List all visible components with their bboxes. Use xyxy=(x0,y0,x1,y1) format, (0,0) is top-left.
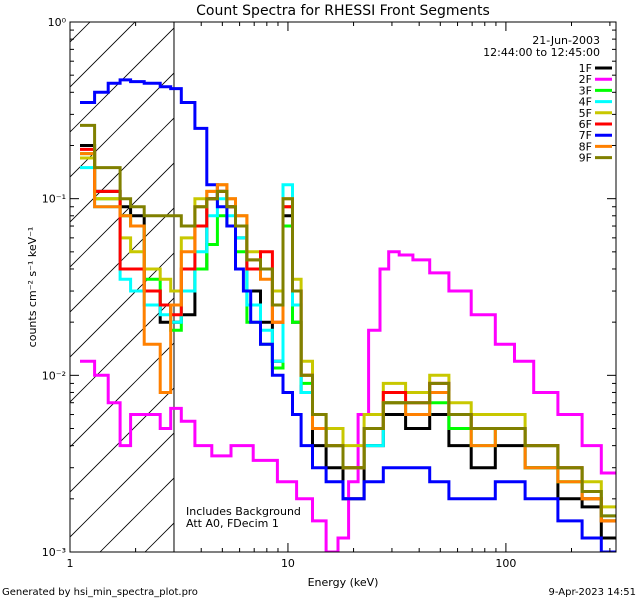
legend-label-4f: 4F xyxy=(579,96,592,109)
footer-timestamp: 9-Apr-2023 14:51 xyxy=(549,587,636,598)
series-line-9f xyxy=(80,123,616,518)
hatch-line xyxy=(70,432,174,538)
x-tick-label: 10 xyxy=(281,557,295,570)
axis-ticks: 1 10 100 10⁻³ 10⁻² 10⁻¹ 10⁰ xyxy=(42,16,616,570)
footer-generator: Generated by hsi_min_spectra_plot.pro xyxy=(2,587,198,598)
series-line-7f xyxy=(80,78,616,552)
hatch-line xyxy=(70,27,174,133)
legend-label-9f: 9F xyxy=(579,152,592,165)
legend-label-2f: 2F xyxy=(579,73,592,86)
x-tick-label: 100 xyxy=(495,557,516,570)
series-line-1f xyxy=(80,144,616,540)
series-line-2f xyxy=(80,250,616,552)
annotation-background: Includes Background xyxy=(186,505,301,518)
legend-label-5f: 5F xyxy=(579,107,592,120)
legend-label-6f: 6F xyxy=(579,118,592,131)
legend-label-7f: 7F xyxy=(579,129,592,142)
y-tick-label: 10⁻³ xyxy=(42,546,66,559)
y-axis-label: counts cm⁻² s⁻¹ keV⁻¹ xyxy=(26,227,39,348)
y-tick-label: 10⁰ xyxy=(48,16,67,29)
hatch-line xyxy=(70,162,174,268)
hatch-line xyxy=(70,387,174,493)
plot-frame xyxy=(69,21,617,553)
hatch-line xyxy=(70,22,136,88)
annotation-attenuator: Att A0, FDecim 1 xyxy=(186,517,279,530)
date-label: 21-Jun-2003 xyxy=(532,34,600,47)
chart-title: Count Spectra for RHESSI Front Segments xyxy=(196,3,490,19)
series-lines xyxy=(80,78,616,552)
y-tick-label: 10⁻² xyxy=(42,369,66,382)
x-axis-label: Energy (keV) xyxy=(308,576,379,589)
time-range-label: 12:44:00 to 12:45:00 xyxy=(483,46,600,59)
legend-label-1f: 1F xyxy=(579,62,592,75)
y-tick-label: 10⁻¹ xyxy=(42,193,66,206)
legend-label-3f: 3F xyxy=(579,84,592,97)
legend-label-8f: 8F xyxy=(579,140,592,153)
x-tick-label: 1 xyxy=(67,557,74,570)
